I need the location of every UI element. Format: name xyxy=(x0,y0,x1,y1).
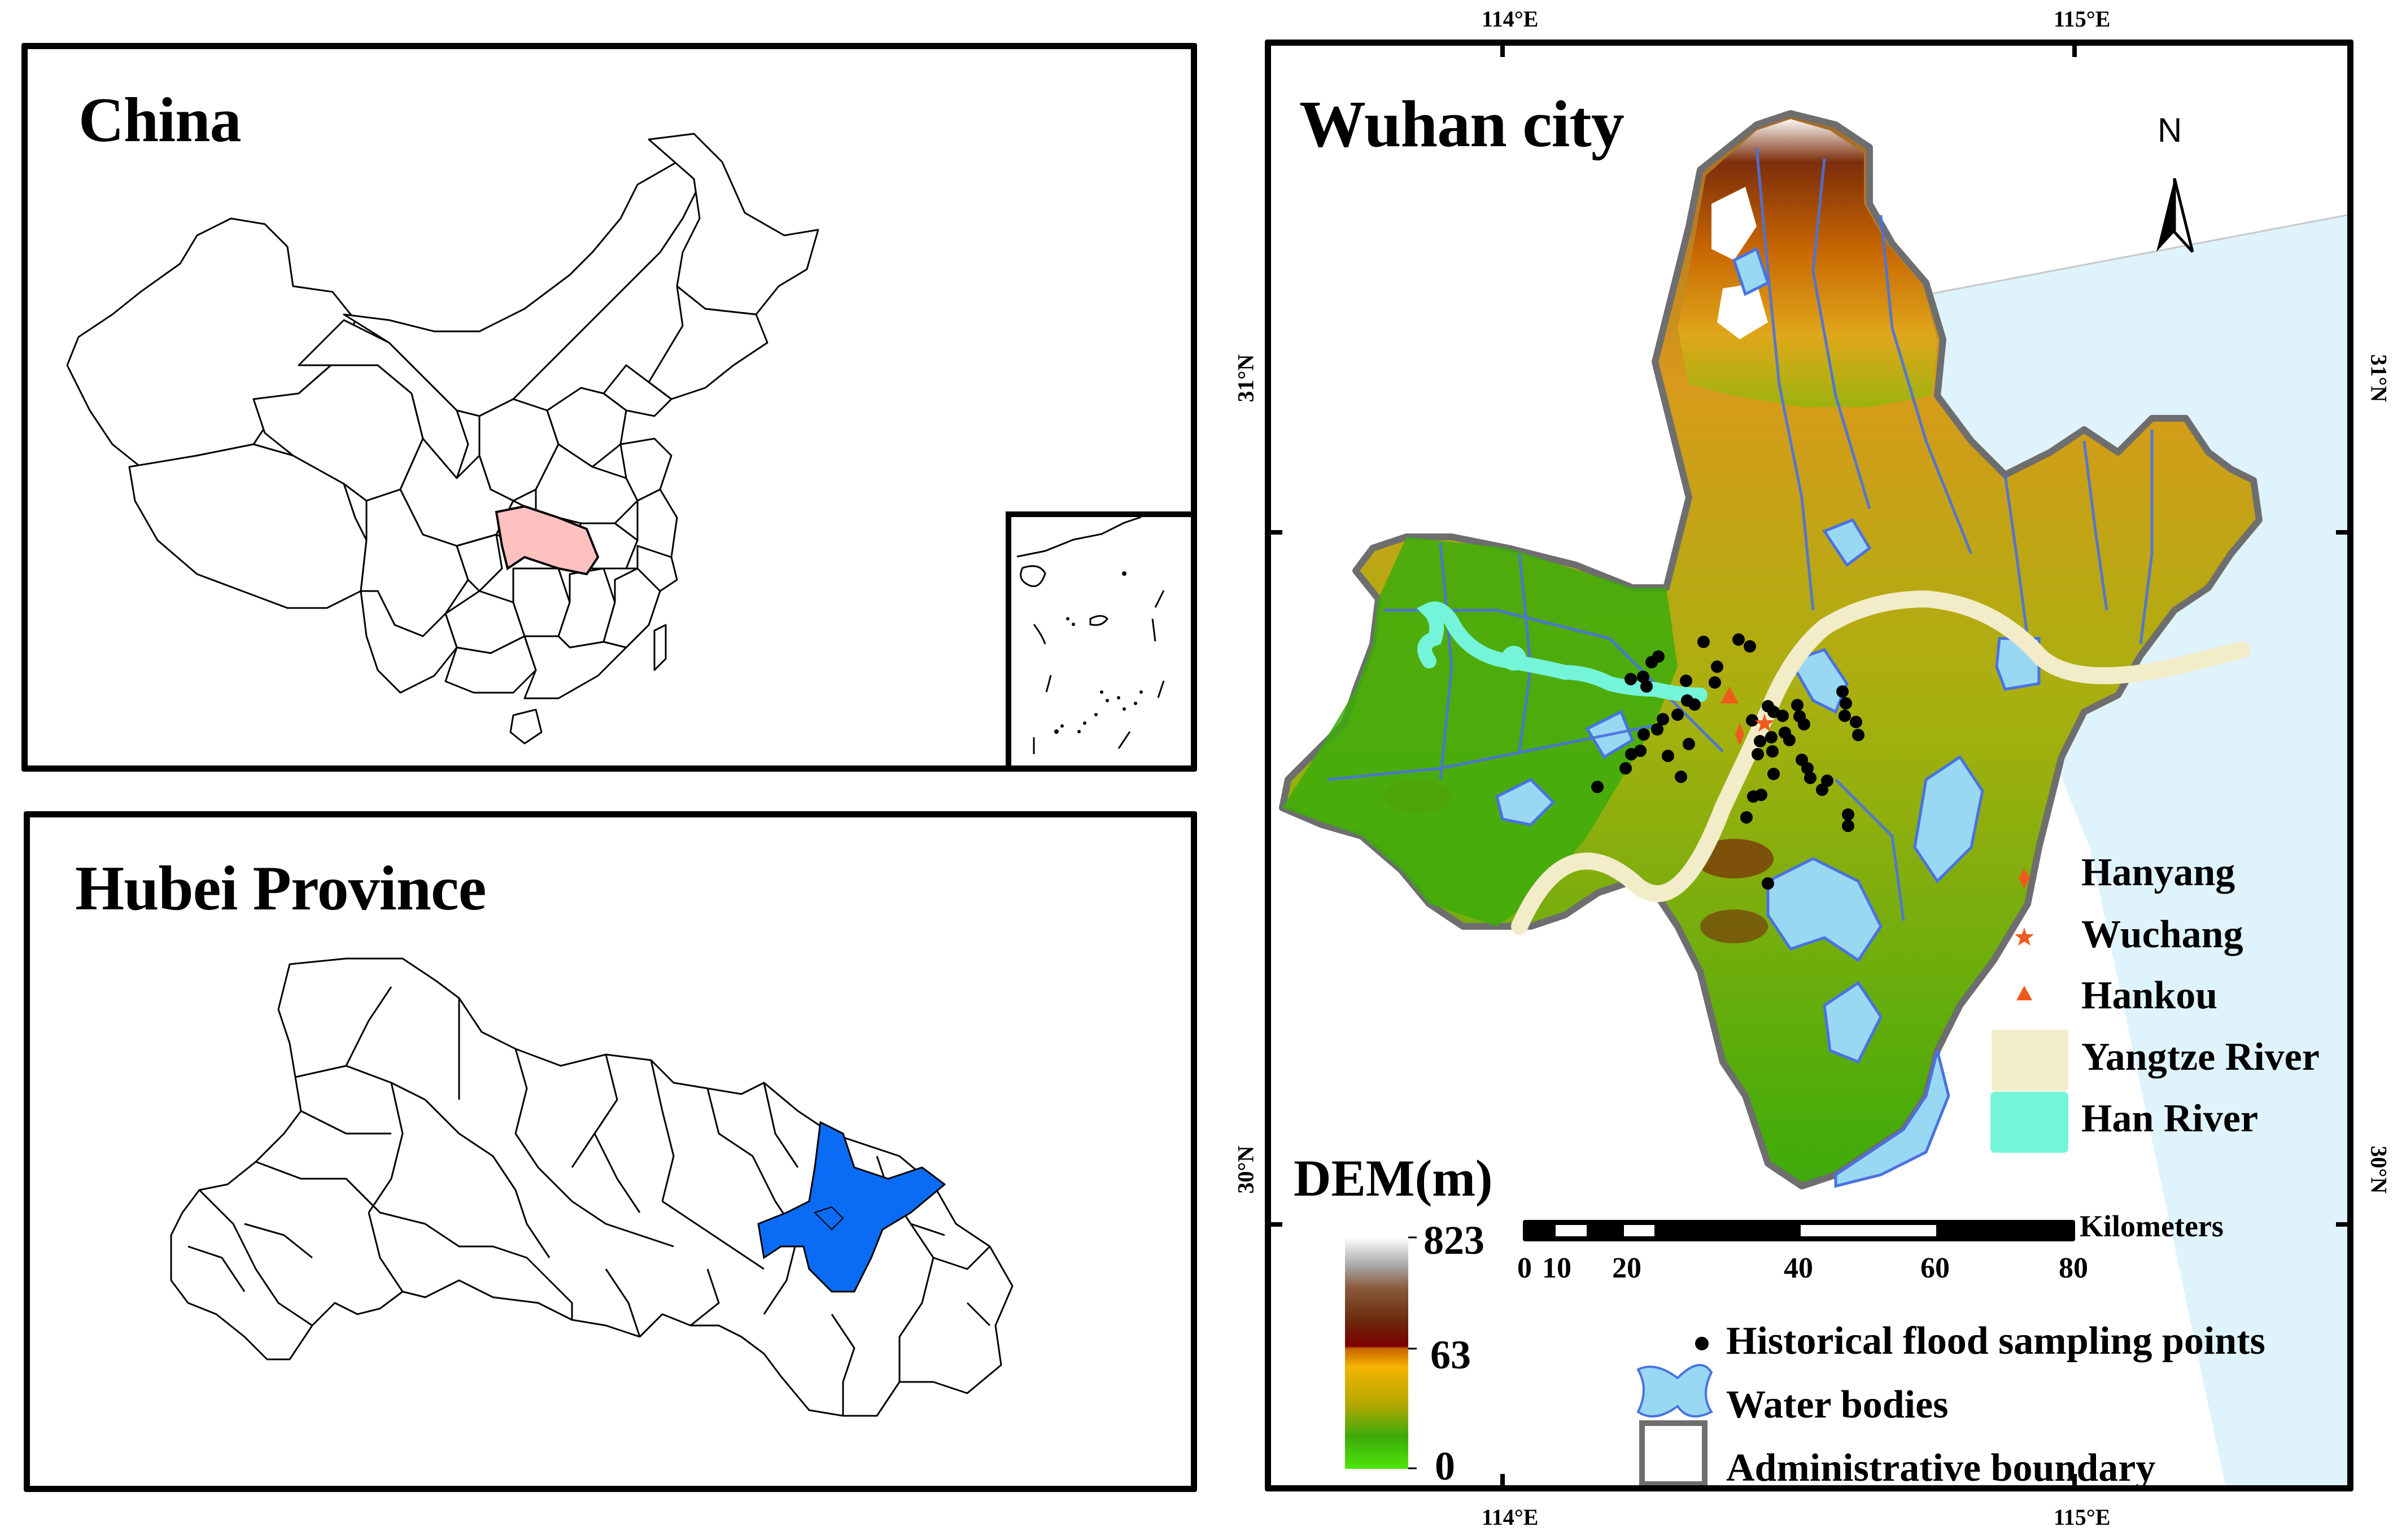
scale-tick-10: 10 xyxy=(1542,1252,1571,1284)
legend-han-river: Han River xyxy=(2081,1097,2259,1140)
scale-bar xyxy=(1523,1220,2075,1241)
legend-boundary-icon xyxy=(1639,1420,1708,1485)
legend-sampling-points: Historical flood sampling points xyxy=(1726,1319,2265,1363)
south-china-sea-inset xyxy=(1006,511,1191,765)
wuhan-map-panel: Wuhan city N Hanyang Wuchang Hankou Yang… xyxy=(1265,40,2353,1491)
dem-mid-label: 63 xyxy=(1430,1332,1471,1377)
north-arrow-icon xyxy=(2156,178,2194,253)
scale-unit: Kilometers xyxy=(2080,1209,2224,1243)
dem-colorbar xyxy=(1345,1237,1408,1469)
legend-dot-icon xyxy=(1695,1337,1709,1350)
legend-hankou: Hankou xyxy=(2081,974,2218,1017)
legend-han-patch xyxy=(1990,1092,2068,1153)
legend-hanyang: Hanyang xyxy=(2081,851,2235,894)
lon-top-115: 115°E xyxy=(2054,6,2111,32)
islands-inset-map xyxy=(1016,516,1165,754)
flood-sampling-points xyxy=(1591,633,1864,890)
dem-min-label: 0 xyxy=(1435,1443,1455,1489)
wuhan-panel-title: Wuhan city xyxy=(1299,87,1625,161)
legend-admin-boundary: Administrative boundary xyxy=(1726,1446,2156,1490)
lon-bottom-115: 115°E xyxy=(2054,1504,2111,1530)
scale-tick-60: 60 xyxy=(1920,1252,1950,1284)
yangtze-river xyxy=(1511,590,2251,935)
wuhan-dem-map xyxy=(1271,46,2347,1485)
scale-tick-0: 0 xyxy=(1517,1252,1532,1284)
china-panel-title: China xyxy=(78,85,242,155)
scale-tick-80: 80 xyxy=(2059,1252,2088,1284)
legend-star-icon xyxy=(2015,928,2034,946)
dem-title: DEM(m) xyxy=(1294,1149,1493,1207)
north-arrow-label: N xyxy=(2158,111,2182,149)
wuhan-highlight xyxy=(757,1121,946,1293)
legend-wuchang: Wuchang xyxy=(2081,913,2243,956)
lon-top-114: 114°E xyxy=(1482,6,1539,32)
lat-left-31: 31°N xyxy=(1233,354,1259,403)
hubei-panel-title: Hubei Province xyxy=(75,854,486,924)
hubei-map-panel: Hubei Province xyxy=(24,811,1197,1492)
scale-tick-20: 20 xyxy=(1612,1252,1641,1284)
china-map-panel: China xyxy=(21,43,1197,772)
hubei-highlight xyxy=(495,505,600,576)
legend-diamond-icon xyxy=(2019,868,2030,889)
hanyang-marker xyxy=(1735,723,1744,746)
legend-water-bodies: Water bodies xyxy=(1726,1383,1949,1427)
wuchang-marker xyxy=(1755,714,1774,732)
lat-left-30: 30°N xyxy=(1233,1145,1259,1194)
lat-right-31: 31°N xyxy=(2366,354,2392,403)
legend-yangtze-river: Yangtze River xyxy=(2081,1035,2320,1079)
legend-water-icon xyxy=(1636,1364,1713,1418)
scale-tick-40: 40 xyxy=(1784,1252,1813,1284)
china-outline-map xyxy=(66,133,819,745)
hubei-counties-map xyxy=(170,957,1014,1417)
legend-yangtze-patch xyxy=(1992,1030,2068,1091)
legend-triangle-icon xyxy=(2016,986,2032,1000)
lat-right-30: 30°N xyxy=(2366,1145,2392,1194)
dem-max-label: 823 xyxy=(1423,1218,1484,1263)
hankou-marker xyxy=(1720,686,1739,703)
lon-bottom-114: 114°E xyxy=(1482,1504,1539,1530)
